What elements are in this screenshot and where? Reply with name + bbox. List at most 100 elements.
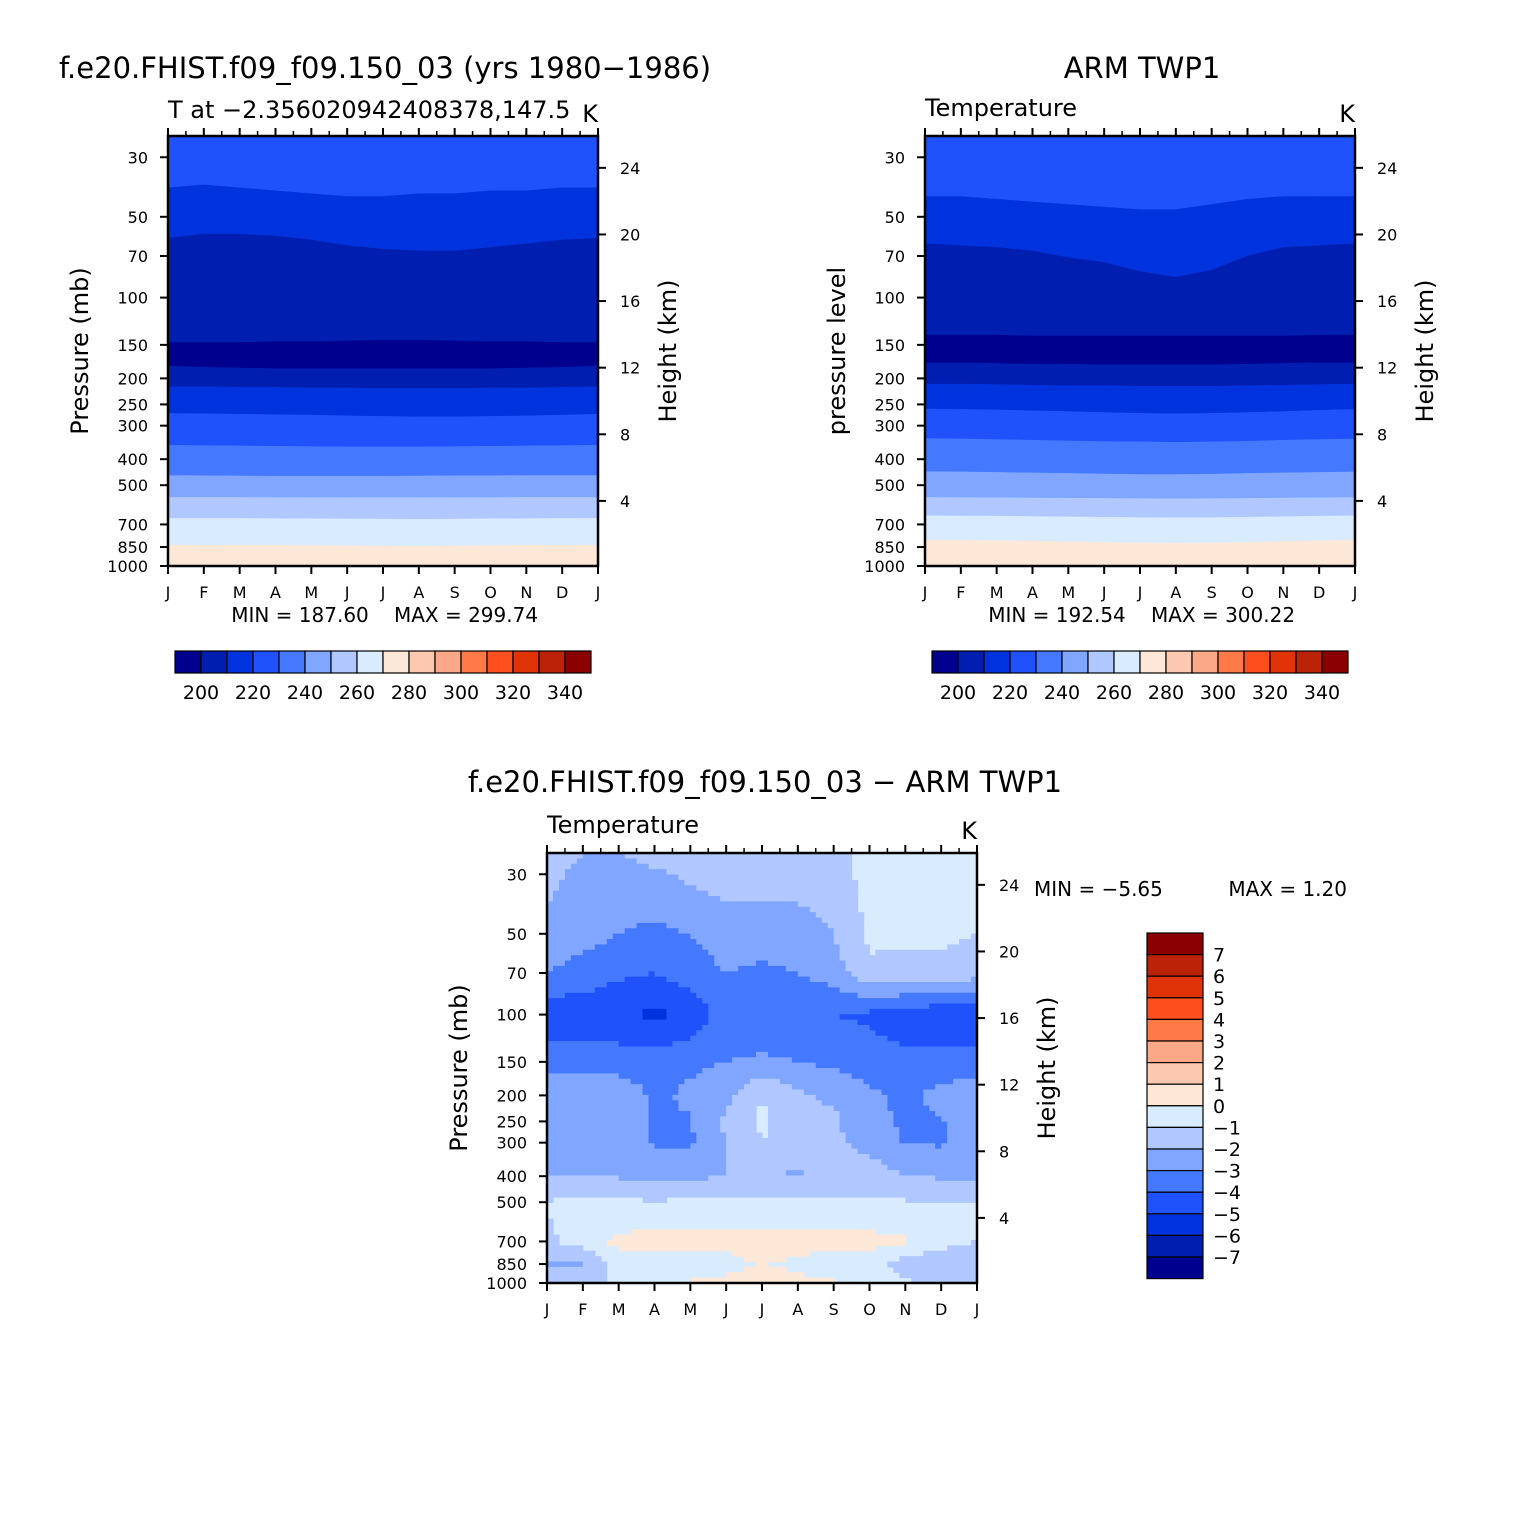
panel-model-min: MIN = 187.60 bbox=[231, 603, 369, 627]
contour-cell bbox=[547, 971, 650, 978]
contour-cell bbox=[923, 1089, 977, 1096]
contour-cell bbox=[558, 879, 685, 886]
contour-cell bbox=[893, 1116, 942, 1123]
contour-band bbox=[925, 408, 1355, 443]
contour-cell bbox=[547, 901, 799, 908]
contour-cell bbox=[547, 965, 554, 972]
contour-cell bbox=[547, 1132, 650, 1139]
colorbar-label: 260 bbox=[1096, 682, 1132, 704]
contour-cell bbox=[547, 998, 703, 1005]
colorbar-label: 260 bbox=[339, 682, 375, 704]
contour-cell bbox=[875, 949, 977, 956]
contour-cell bbox=[547, 944, 596, 951]
panel-diff-title: f.e20.FHIST.f09_f09.150_03 − ARM TWP1 bbox=[468, 765, 1062, 799]
height-tick-label: 12 bbox=[1377, 359, 1397, 378]
y-tick-label: 250 bbox=[496, 1112, 527, 1131]
contour-cell bbox=[547, 1143, 656, 1150]
colorbar-label: 220 bbox=[235, 682, 271, 704]
contour-band bbox=[168, 386, 598, 418]
colorbar-label: 200 bbox=[940, 682, 976, 704]
contour-band bbox=[168, 445, 598, 477]
y-tick-label: 400 bbox=[117, 450, 148, 469]
x-tick-label: N bbox=[520, 583, 532, 602]
colorbar-label: 1 bbox=[1213, 1074, 1225, 1096]
contour-cell bbox=[547, 1186, 977, 1193]
colorbar-box bbox=[1146, 1061, 1204, 1085]
colorbar-label: 220 bbox=[992, 682, 1028, 704]
y-tick-label: 850 bbox=[496, 1255, 527, 1274]
contour-cell bbox=[732, 1094, 817, 1101]
contour-cell bbox=[857, 1148, 977, 1155]
contour-cell bbox=[744, 1256, 787, 1263]
contour-cell bbox=[845, 1132, 900, 1139]
contour-cell bbox=[767, 1116, 841, 1123]
contour-cell bbox=[696, 1030, 877, 1037]
panel-diff-min: MIN = −5.65 bbox=[1034, 877, 1163, 901]
contour-cell bbox=[594, 944, 703, 951]
colorbar-box bbox=[538, 650, 566, 674]
contour-cell bbox=[648, 1094, 674, 1101]
contour-cell bbox=[666, 1014, 709, 1021]
contour-cell bbox=[684, 1078, 751, 1085]
contour-cell bbox=[672, 1041, 900, 1048]
contour-cell bbox=[666, 1008, 709, 1015]
panel-diff-ylabel: Pressure (mb) bbox=[445, 984, 473, 1151]
panel-diff-max: MAX = 1.20 bbox=[1228, 877, 1347, 901]
x-tick-label: O bbox=[1241, 583, 1254, 602]
y-tick-label: 400 bbox=[496, 1167, 527, 1186]
contour-cell bbox=[547, 949, 584, 956]
contour-cell bbox=[547, 1180, 977, 1187]
contour-cell bbox=[547, 1175, 620, 1182]
contour-cell bbox=[547, 1170, 727, 1177]
contour-band bbox=[925, 334, 1355, 366]
colorbar-box bbox=[1146, 1105, 1204, 1129]
contour-cell bbox=[547, 1229, 554, 1236]
height-tick-label: 4 bbox=[620, 492, 630, 511]
contour-cell bbox=[547, 1154, 727, 1160]
contour-cell bbox=[547, 1019, 709, 1026]
contour-cell bbox=[547, 1245, 584, 1252]
colorbar-box bbox=[1191, 650, 1219, 674]
contour-cell bbox=[547, 1218, 554, 1225]
contour-cell bbox=[726, 1137, 847, 1144]
contour-cell bbox=[547, 896, 554, 902]
contour-cell bbox=[547, 1084, 644, 1091]
x-tick-label: D bbox=[556, 583, 568, 602]
x-tick-label: J bbox=[165, 583, 171, 602]
y-tick-label: 70 bbox=[507, 964, 527, 983]
contour-cell bbox=[547, 933, 614, 940]
contour-cell bbox=[690, 987, 841, 994]
contour-cell bbox=[726, 1159, 883, 1166]
x-tick-label: J bbox=[380, 583, 386, 602]
colorbar-label: 200 bbox=[183, 682, 219, 704]
contour-cell bbox=[935, 1143, 942, 1150]
contour-cell bbox=[690, 1116, 721, 1123]
height-tick-label: 20 bbox=[1377, 225, 1397, 244]
contour-cell bbox=[547, 1272, 608, 1279]
panel-model-ylabel: Pressure (mb) bbox=[66, 267, 94, 434]
contour-cell bbox=[797, 901, 859, 908]
contour-cell bbox=[893, 1266, 977, 1273]
contour-cell bbox=[564, 960, 715, 967]
panel-obs-min: MIN = 192.54 bbox=[988, 603, 1126, 627]
y-tick-label: 1000 bbox=[864, 557, 905, 576]
contour-cell bbox=[863, 1078, 954, 1085]
contour-cell bbox=[594, 987, 691, 994]
x-tick-label: F bbox=[578, 1300, 587, 1319]
contour-cell bbox=[767, 1111, 841, 1117]
x-tick-label: D bbox=[1313, 583, 1325, 602]
contour-cell bbox=[606, 982, 679, 988]
contour-cell bbox=[929, 1003, 977, 1010]
contour-cell bbox=[612, 1234, 906, 1241]
contour-cell bbox=[821, 1100, 889, 1107]
colorbar-box bbox=[1146, 1256, 1204, 1280]
contour-cell bbox=[552, 896, 721, 902]
contour-cell bbox=[714, 1062, 817, 1069]
contour-cell bbox=[935, 1175, 977, 1182]
contour-cell bbox=[708, 1175, 936, 1182]
contour-band bbox=[168, 475, 598, 498]
x-tick-label: A bbox=[792, 1300, 803, 1319]
contour-cell bbox=[547, 1137, 650, 1144]
contour-band bbox=[168, 339, 598, 369]
